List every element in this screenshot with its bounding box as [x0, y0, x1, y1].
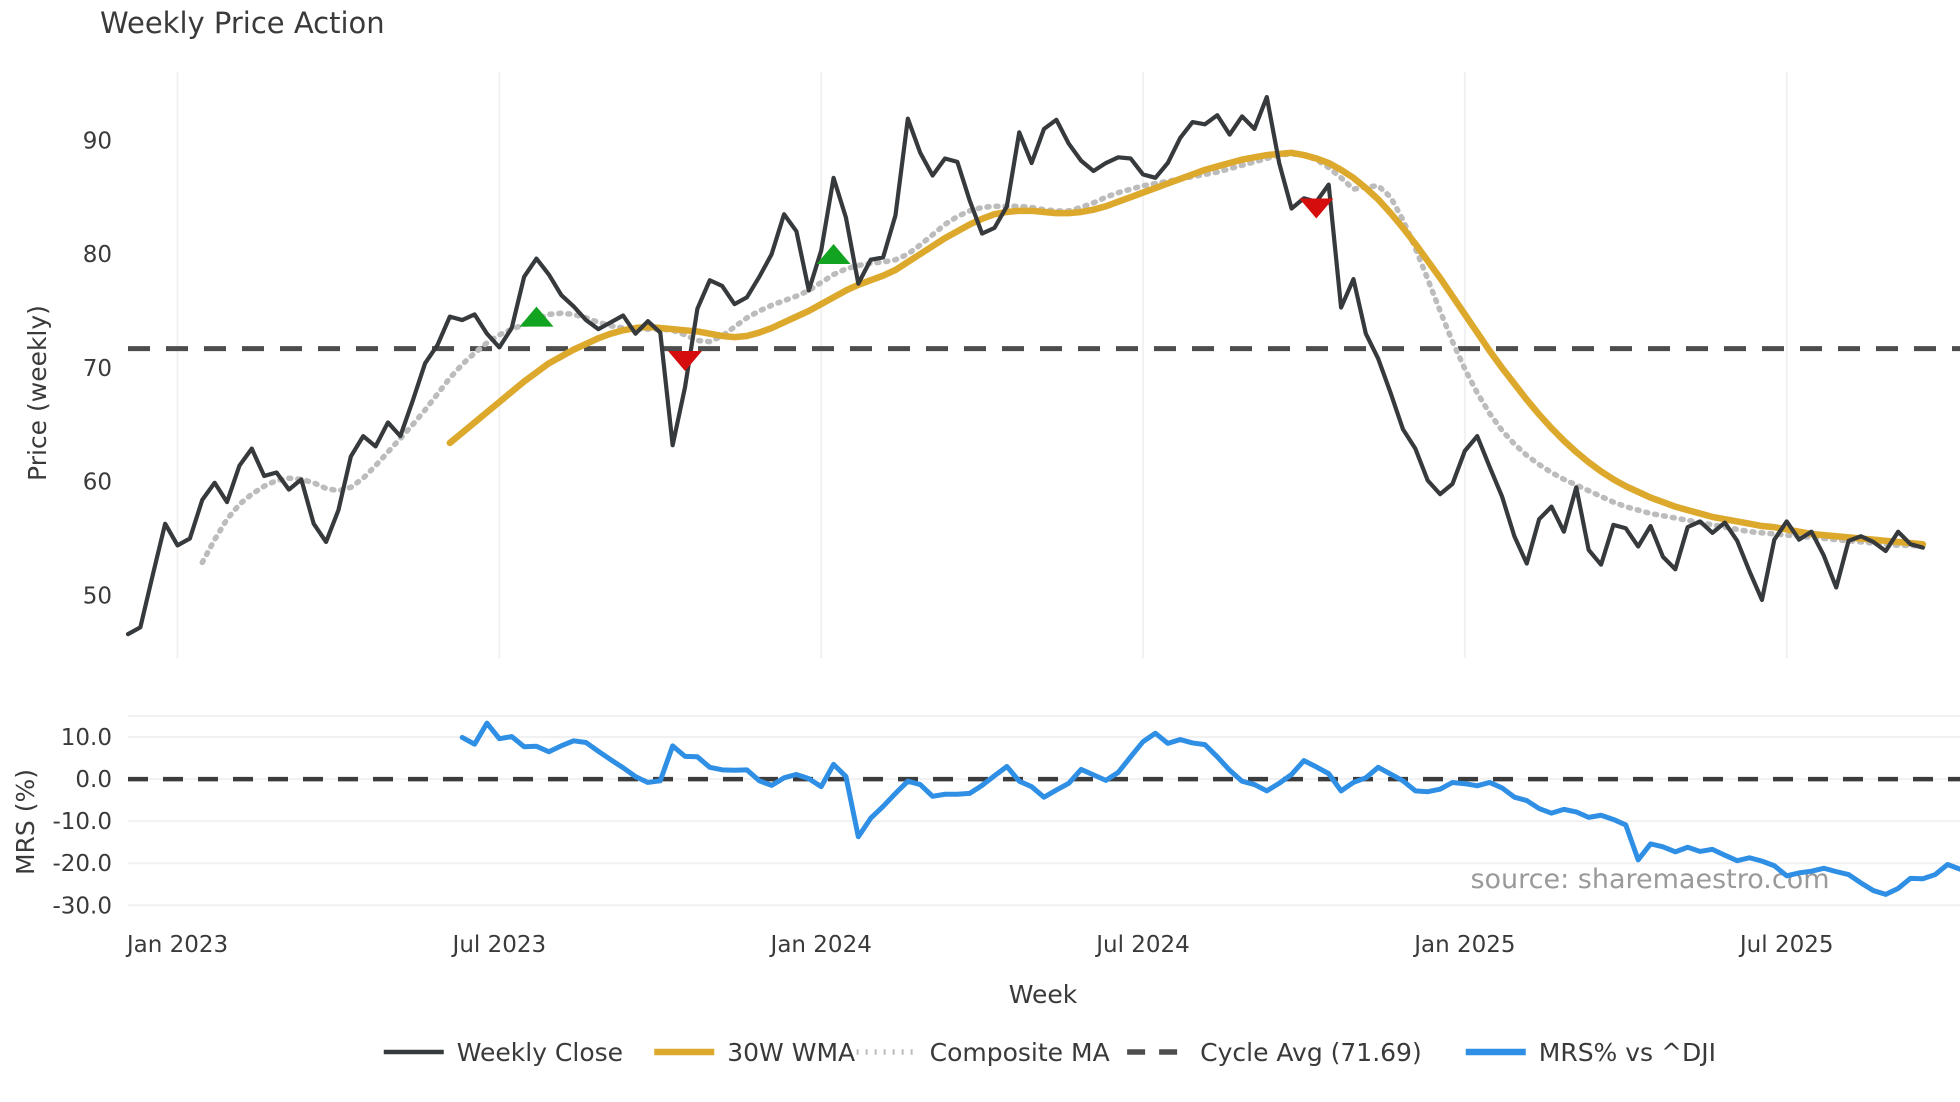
- x-tick-jul-2023: Jul 2023: [451, 932, 547, 958]
- x-tick-jan-2025: Jan 2025: [1412, 932, 1515, 958]
- legend-label-4: MRS% vs ^DJI: [1539, 1038, 1716, 1067]
- mrs-percent-line: [459, 720, 1960, 897]
- legend-label-0: Weekly Close: [457, 1038, 623, 1067]
- source-watermark: source: sharemaestro.com: [1470, 864, 1829, 895]
- sell-signal-marker: [668, 351, 703, 372]
- price-axis-label: Price (weekly): [23, 305, 52, 481]
- mrs-y-tick-2: -10.0: [52, 809, 112, 835]
- weekly-close-line: [125, 94, 1925, 637]
- x-tick-jul-2024: Jul 2024: [1094, 932, 1190, 958]
- mrs-y-tick-labels: 10.0 0.0 -10.0 -20.0 -30.0: [52, 725, 112, 919]
- x-axis: Jan 2023 Jul 2023 Jan 2024 Jul 2024 Jan 2025…: [125, 932, 1834, 1009]
- signal-markers: [519, 198, 1334, 372]
- x-tick-jan-2023: Jan 2023: [125, 932, 228, 958]
- mrs-y-tick-3: -20.0: [52, 851, 112, 877]
- legend-label-2: Composite MA: [930, 1038, 1110, 1067]
- buy-signal-marker: [816, 244, 851, 265]
- price-y-tick-80: 80: [83, 242, 112, 268]
- price-y-tick-60: 60: [83, 470, 112, 496]
- x-tick-jul-2025: Jul 2025: [1738, 932, 1834, 958]
- mrs-y-tick-0: 10.0: [61, 725, 112, 751]
- chart-legend: Weekly Close 30W WMA Composite MA Cycle Avg…: [383, 1038, 1716, 1067]
- page-title: Weekly Price Action: [100, 6, 385, 40]
- sell-signal-marker: [1299, 198, 1334, 219]
- buy-signal-marker: [519, 306, 554, 327]
- legend-item-composite-ma[interactable]: Composite MA: [856, 1038, 1110, 1067]
- legend-item-mrs-vs-dji[interactable]: MRS% vs ^DJI: [1465, 1038, 1716, 1067]
- mrs-panel: 10.0 0.0 -10.0 -20.0 -30.0 MRS (%) source: s…: [11, 715, 1960, 919]
- mrs-y-tick-1: 0.0: [75, 767, 112, 793]
- price-y-tick-labels: 50 60 70 80 90: [83, 128, 112, 609]
- x-tick-labels: Jan 2023 Jul 2023 Jan 2024 Jul 2024 Jan 2025…: [125, 932, 1834, 958]
- legend-item-cycle-avg-71-69[interactable]: Cycle Avg (71.69): [1127, 1038, 1422, 1067]
- price-panel: 50 60 70 80 90 Price (weekly): [23, 72, 1960, 658]
- mrs-y-tick-4: -30.0: [52, 893, 112, 919]
- legend-label-1: 30W WMA: [727, 1038, 855, 1067]
- legend-label-3: Cycle Avg (71.69): [1200, 1038, 1422, 1067]
- legend-item-weekly-close[interactable]: Weekly Close: [383, 1038, 623, 1067]
- price-y-tick-50: 50: [83, 583, 112, 609]
- legend-item-30w-wma[interactable]: 30W WMA: [654, 1038, 855, 1067]
- price-y-tick-70: 70: [83, 356, 112, 382]
- price-y-tick-90: 90: [83, 128, 112, 154]
- mrs-axis-label: MRS (%): [11, 769, 40, 875]
- x-axis-label: Week: [1009, 980, 1078, 1009]
- x-tick-jan-2024: Jan 2024: [769, 932, 872, 958]
